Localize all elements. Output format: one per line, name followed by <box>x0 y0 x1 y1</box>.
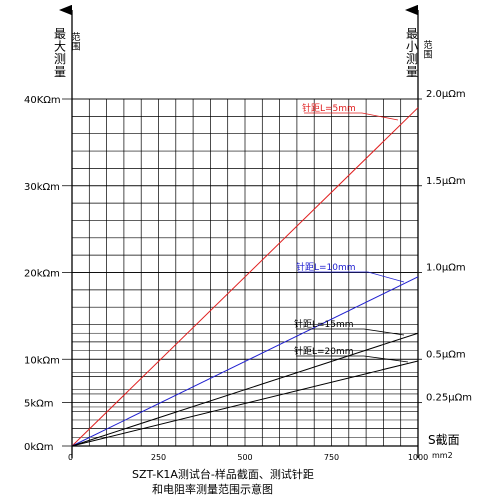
series-line <box>71 276 419 447</box>
y-tick-label-left: 10kΩm <box>24 355 60 366</box>
y-axis-right-label-sub: 范围 <box>423 39 432 60</box>
y-tick-label-left: 30kΩm <box>24 182 60 193</box>
x-tick-label: 0 <box>68 453 73 462</box>
series-line <box>71 360 419 447</box>
series-label: 针距L=5mm <box>302 102 356 114</box>
chart-subtitle: 和电阻率测量范围示意图 <box>152 482 273 496</box>
y-axis-left-label-sub: 范围 <box>71 31 80 52</box>
axes <box>59 4 419 458</box>
series-label: 针距L=20mm <box>294 345 354 357</box>
y-tick-label-right: 2.0μΩm <box>426 89 466 100</box>
x-tick-label: 1000 <box>408 453 428 462</box>
grid <box>62 98 422 447</box>
y-tick-label-right: 1.0μΩm <box>426 263 466 274</box>
y-tick-label-right: 0.25μΩm <box>426 393 472 404</box>
x-axis-label: S截面 <box>428 433 460 447</box>
series-lines <box>71 107 419 447</box>
y-tick-label-left: 20kΩm <box>24 269 60 280</box>
series-label-pointer <box>363 355 409 363</box>
x-tick-label: 750 <box>324 453 339 462</box>
series-label-pointer <box>363 328 405 336</box>
series-label-pointer <box>361 112 399 121</box>
series-line <box>71 107 419 447</box>
series-label: 针距L=15mm <box>294 318 354 330</box>
series-label: 针距L=10mm <box>296 261 356 273</box>
y-tick-label-right: 0.5μΩm <box>426 349 466 360</box>
y-tick-label-left: 5kΩm <box>24 399 54 410</box>
y-tick-label-left: 40KΩm <box>24 95 61 106</box>
labels: 最大测量范围最小测量范围0kΩm5kΩm10kΩm20kΩm30kΩm40KΩm… <box>24 27 472 462</box>
x-axis-unit: mm2 <box>432 451 453 460</box>
y-axis-left-label: 最大测量 <box>54 27 66 79</box>
x-tick-label: 250 <box>151 453 166 462</box>
series-label-pointer <box>367 271 405 283</box>
y-tick-label-right: 1.5μΩm <box>426 176 466 187</box>
series-line <box>71 332 419 447</box>
chart-title: SZT-K1A测试台-样品截面、测试针距 <box>132 467 314 481</box>
y-tick-label-left: 0kΩm <box>24 442 54 453</box>
y-axis-right-label: 最小测量 <box>406 27 418 79</box>
x-tick-label: 500 <box>237 453 252 462</box>
